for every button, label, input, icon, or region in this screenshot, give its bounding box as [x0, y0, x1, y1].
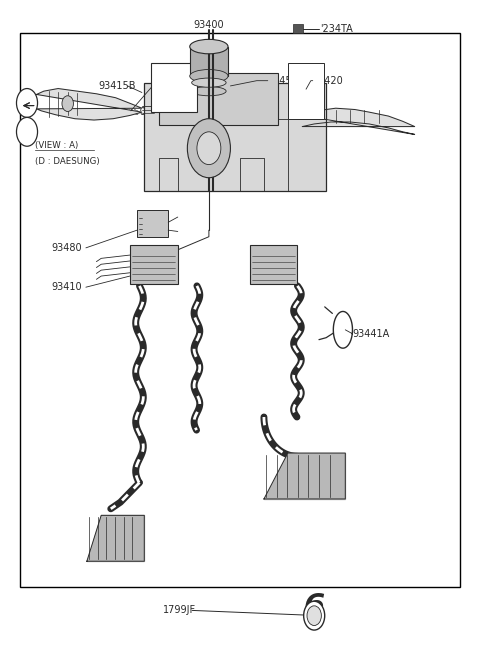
Text: 93441A: 93441A	[352, 328, 390, 339]
Ellipse shape	[192, 78, 226, 87]
Circle shape	[16, 89, 37, 118]
Text: (D : DAESUNG): (D : DAESUNG)	[35, 157, 100, 166]
Text: 93455A: 93455A	[268, 76, 305, 85]
Text: 93480: 93480	[51, 243, 82, 253]
Text: 93400: 93400	[193, 20, 224, 30]
Text: 93420: 93420	[313, 76, 344, 85]
Ellipse shape	[190, 39, 228, 54]
Ellipse shape	[190, 70, 228, 83]
Bar	[152, 63, 197, 112]
Ellipse shape	[192, 95, 226, 104]
Circle shape	[307, 606, 322, 625]
Bar	[144, 83, 326, 191]
Text: (VIEW : A): (VIEW : A)	[35, 141, 78, 150]
Text: 6: 6	[303, 592, 325, 621]
Bar	[137, 210, 168, 237]
Circle shape	[187, 119, 230, 177]
Circle shape	[304, 601, 324, 630]
Bar	[158, 73, 278, 125]
Circle shape	[197, 132, 221, 165]
Polygon shape	[87, 515, 144, 561]
Polygon shape	[36, 89, 142, 120]
Text: 93415B: 93415B	[99, 81, 136, 91]
Circle shape	[16, 118, 37, 147]
Text: '234TA: '234TA	[321, 24, 353, 34]
Bar	[130, 244, 178, 284]
Text: D: D	[23, 127, 31, 136]
Text: 93450: 93450	[116, 107, 146, 117]
Bar	[293, 24, 303, 33]
Text: A: A	[24, 99, 31, 108]
Text: 93410: 93410	[51, 283, 82, 292]
Bar	[288, 63, 324, 119]
Bar	[190, 47, 228, 76]
Polygon shape	[264, 453, 345, 499]
Text: 1799JF: 1799JF	[163, 605, 196, 616]
Ellipse shape	[192, 87, 226, 96]
Circle shape	[62, 96, 73, 112]
Bar	[250, 244, 298, 284]
Polygon shape	[302, 108, 415, 135]
Bar	[20, 34, 460, 587]
